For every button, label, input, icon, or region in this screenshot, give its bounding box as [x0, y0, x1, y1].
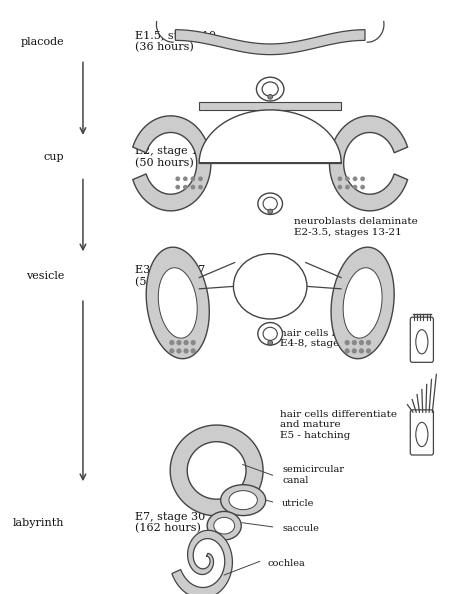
Text: semicircular
canal: semicircular canal	[282, 466, 344, 485]
Ellipse shape	[366, 348, 371, 353]
Polygon shape	[331, 247, 394, 359]
Ellipse shape	[176, 348, 182, 353]
Ellipse shape	[191, 176, 195, 181]
Ellipse shape	[191, 185, 195, 189]
Text: E3, stage 17
(58 hours): E3, stage 17 (58 hours)	[135, 266, 205, 287]
Ellipse shape	[360, 185, 365, 189]
Text: hair cells differentiate
and mature
E5 - hatching: hair cells differentiate and mature E5 -…	[280, 410, 397, 440]
Ellipse shape	[175, 176, 180, 181]
Ellipse shape	[353, 185, 357, 189]
Text: vesicle: vesicle	[26, 271, 64, 281]
Ellipse shape	[258, 193, 283, 214]
Ellipse shape	[345, 185, 350, 189]
Polygon shape	[158, 268, 197, 338]
Ellipse shape	[256, 77, 284, 101]
Ellipse shape	[345, 348, 350, 353]
Ellipse shape	[191, 340, 196, 345]
Ellipse shape	[169, 340, 174, 345]
Ellipse shape	[353, 176, 357, 181]
Ellipse shape	[258, 323, 283, 345]
Text: utricle: utricle	[282, 499, 314, 508]
Ellipse shape	[352, 340, 357, 345]
Ellipse shape	[263, 327, 277, 340]
FancyBboxPatch shape	[410, 410, 433, 455]
Ellipse shape	[229, 491, 257, 510]
Ellipse shape	[191, 348, 196, 353]
Ellipse shape	[268, 340, 273, 345]
Text: neuroblasts delaminate
E2-3.5, stages 13-21: neuroblasts delaminate E2-3.5, stages 13…	[294, 217, 418, 236]
Ellipse shape	[176, 340, 182, 345]
Ellipse shape	[183, 348, 189, 353]
Ellipse shape	[214, 517, 235, 534]
Ellipse shape	[198, 185, 203, 189]
Ellipse shape	[359, 348, 364, 353]
Ellipse shape	[198, 176, 203, 181]
Polygon shape	[343, 268, 382, 338]
Ellipse shape	[268, 94, 273, 99]
Ellipse shape	[183, 340, 189, 345]
Text: hair cells born
E4-8, stages 24-33: hair cells born E4-8, stages 24-33	[280, 329, 377, 348]
Polygon shape	[133, 116, 211, 211]
Ellipse shape	[175, 185, 180, 189]
Ellipse shape	[268, 209, 273, 214]
Ellipse shape	[337, 176, 342, 181]
PathPatch shape	[170, 425, 263, 516]
Ellipse shape	[207, 511, 241, 540]
Ellipse shape	[360, 176, 365, 181]
Text: saccule: saccule	[282, 524, 319, 533]
Ellipse shape	[352, 348, 357, 353]
Ellipse shape	[183, 185, 188, 189]
Ellipse shape	[262, 82, 278, 96]
Ellipse shape	[220, 485, 265, 516]
FancyBboxPatch shape	[410, 317, 433, 362]
Text: E1.5, stage 10
(36 hours): E1.5, stage 10 (36 hours)	[135, 31, 216, 52]
Ellipse shape	[337, 185, 342, 189]
Polygon shape	[175, 30, 365, 55]
Ellipse shape	[366, 340, 371, 345]
Text: E7, stage 30
(162 hours): E7, stage 30 (162 hours)	[135, 512, 205, 533]
Text: cup: cup	[43, 153, 64, 162]
Polygon shape	[199, 110, 341, 163]
Polygon shape	[172, 530, 232, 594]
Polygon shape	[199, 102, 341, 110]
Polygon shape	[146, 247, 210, 359]
Ellipse shape	[183, 176, 188, 181]
Polygon shape	[329, 116, 408, 211]
Text: E2, stage 13
(50 hours): E2, stage 13 (50 hours)	[135, 147, 205, 168]
Ellipse shape	[359, 340, 364, 345]
Text: placode: placode	[20, 37, 64, 46]
Ellipse shape	[345, 176, 350, 181]
Ellipse shape	[169, 348, 174, 353]
Ellipse shape	[345, 340, 350, 345]
Text: cochlea: cochlea	[268, 558, 306, 568]
Ellipse shape	[263, 197, 277, 210]
Ellipse shape	[233, 254, 307, 319]
Text: labyrinth: labyrinth	[12, 518, 64, 527]
